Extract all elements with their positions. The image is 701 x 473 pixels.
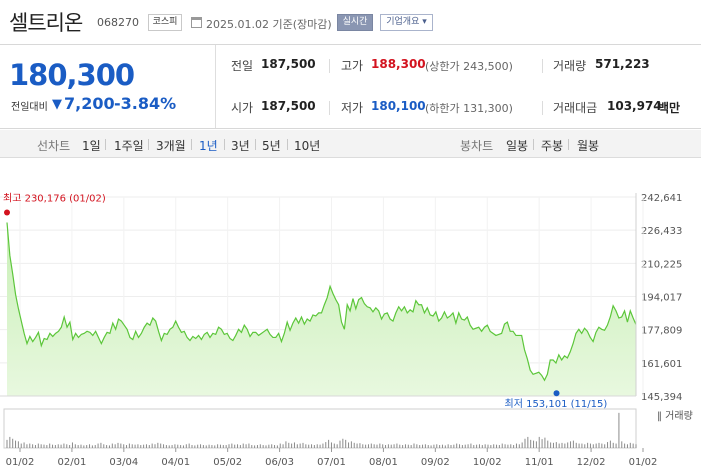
volume-axis-label: ‖ 거래량 [657, 410, 693, 422]
change-rate: -3.84% [114, 94, 177, 113]
volume-panel [3, 408, 637, 449]
x-tick-label: 11/01 [525, 457, 554, 468]
divider [287, 139, 288, 150]
company-name: 셀트리온 [9, 11, 83, 35]
divider [105, 139, 106, 150]
price-area-fill [7, 222, 636, 396]
change-amount: 7,200 [64, 94, 115, 113]
x-tick-label: 02/01 [58, 457, 87, 468]
price-line [6, 222, 637, 382]
price-chart[interactable]: 242,641 226,433 210,225 194,017 177,809 161,6… [0, 185, 701, 473]
x-tick-label: 12/02 [577, 457, 606, 468]
volume-label: 거래량 [553, 59, 587, 73]
stock-header: 셀트리온 068270 코스피 2025.01.02 기준(장마감) 실시간 기… [0, 0, 701, 44]
high-label: 고가 [341, 59, 364, 73]
x-tick-label: 01/02 [629, 457, 658, 468]
divider [542, 59, 543, 73]
realtime-button[interactable]: 실시간 [337, 14, 373, 31]
x-tick-label: 08/01 [369, 457, 398, 468]
period-selector: 선차트 1일 1주일 3개월 1년 3년 5년 10년 봉차트 일봉 주봉 월봉 [0, 130, 701, 158]
high-annotation: 최고 230,176 (01/02) [3, 193, 106, 205]
period-5y[interactable]: 5년 [262, 139, 281, 153]
divider [255, 139, 256, 150]
prev-close-label: 전일 [231, 59, 254, 73]
period-1y[interactable]: 1년 [199, 139, 218, 153]
upper-limit: (상한가 243,500) [425, 60, 513, 73]
market-badge: 코스피 [148, 14, 182, 31]
divider [329, 59, 330, 73]
x-tick-label: 05/02 [213, 457, 242, 468]
calendar-icon [191, 17, 202, 28]
y-tick-label: 226,433 [641, 226, 682, 237]
prev-close-value: 187,500 [261, 57, 316, 71]
amount-value: 103,974 [607, 99, 662, 113]
open-value: 187,500 [261, 99, 316, 113]
period-1d[interactable]: 1일 [82, 139, 101, 153]
open-label: 시가 [231, 101, 254, 115]
candle-weekly[interactable]: 주봉 [541, 139, 564, 153]
period-3y[interactable]: 3년 [231, 139, 250, 153]
x-tick-label: 10/02 [473, 457, 502, 468]
y-tick-label: 242,641 [641, 193, 682, 204]
lower-limit: (하한가 131,300) [425, 102, 513, 115]
divider [568, 139, 569, 150]
candle-chart-label: 봉차트 [460, 139, 494, 153]
divider [542, 101, 543, 115]
base-date: 2025.01.02 기준(장마감) [206, 18, 332, 31]
y-tick-label: 194,017 [641, 293, 682, 304]
low-value: 180,100 [371, 99, 426, 113]
period-1w[interactable]: 1주일 [114, 139, 144, 153]
x-tick-label: 03/04 [109, 457, 138, 468]
divider [224, 139, 225, 150]
y-tick-label: 177,809 [641, 326, 682, 337]
down-arrow-icon: ▼ [52, 97, 62, 112]
x-tick-label: 09/02 [421, 457, 450, 468]
x-tick-label: 01/02 [6, 457, 35, 468]
period-10y[interactable]: 10년 [294, 139, 321, 153]
x-tick-label: 06/03 [265, 457, 294, 468]
price-chart-svg: 242,641 226,433 210,225 194,017 177,809 161,6… [0, 193, 693, 468]
high-marker [4, 209, 10, 216]
current-price: 180,300 [9, 58, 135, 92]
line-chart-label: 선차트 [37, 139, 71, 153]
y-tick-label: 145,394 [641, 392, 682, 403]
stock-code: 068270 [97, 16, 139, 29]
divider [191, 139, 192, 150]
period-3m[interactable]: 3개월 [156, 139, 186, 153]
divider [329, 101, 330, 115]
change-label: 전일대비 [11, 102, 48, 113]
x-tick-label: 07/01 [317, 457, 346, 468]
current-price-box: 180,300 전일대비 ▼ 7,200 -3.84% [0, 45, 216, 128]
amount-label: 거래대금 [553, 101, 598, 115]
divider [533, 139, 534, 150]
x-tick-label: 04/01 [161, 457, 190, 468]
low-annotation: 최저 153,101 (11/15) [505, 398, 608, 410]
high-value: 188,300 [371, 57, 426, 71]
volume-value: 571,223 [595, 57, 650, 71]
low-label: 저가 [341, 101, 364, 115]
y-tick-label: 161,601 [641, 359, 682, 370]
company-info-button[interactable]: 기업개요 ▾ [380, 14, 433, 31]
y-tick-label: 210,225 [641, 259, 682, 270]
low-marker [553, 390, 560, 397]
divider [148, 139, 149, 150]
candle-monthly[interactable]: 월봉 [577, 139, 600, 153]
price-summary: 180,300 전일대비 ▼ 7,200 -3.84% 전일 187,500 고… [0, 44, 701, 129]
candle-daily[interactable]: 일봉 [506, 139, 529, 153]
amount-unit: 백만 [658, 101, 681, 115]
